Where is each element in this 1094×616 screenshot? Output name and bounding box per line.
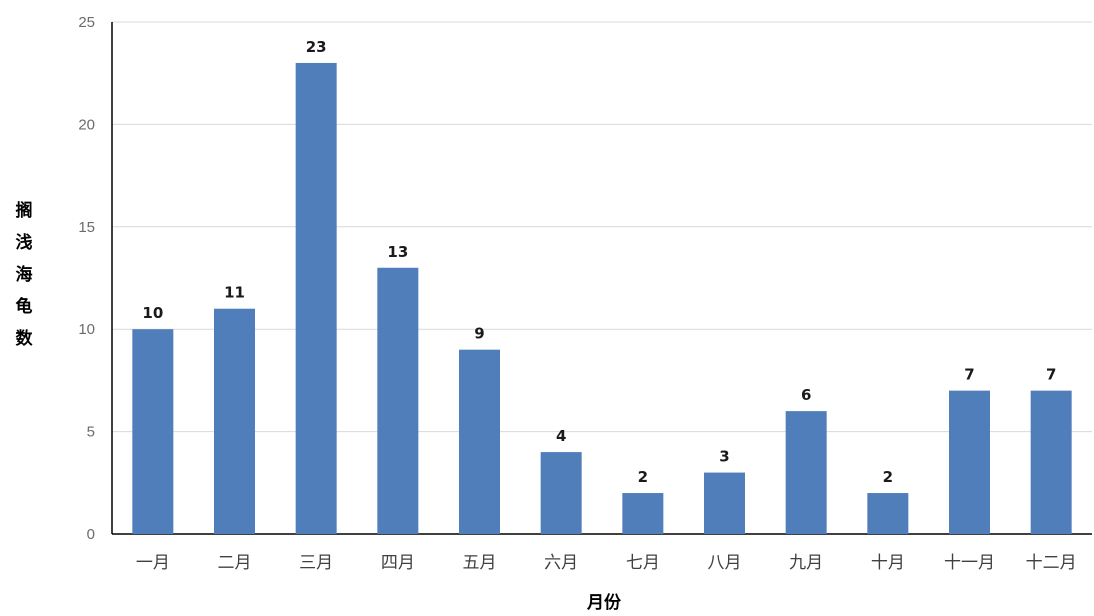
x-tick-label: 十一月 <box>944 553 995 573</box>
bar <box>540 452 582 534</box>
x-tick-label: 四月 <box>381 553 415 573</box>
bar <box>295 62 337 535</box>
bar <box>377 267 419 534</box>
x-tick-label: 十二月 <box>1026 553 1077 573</box>
bars <box>132 62 1072 535</box>
x-tick-label: 三月 <box>299 553 333 573</box>
data-label: 4 <box>556 427 566 445</box>
data-label: 7 <box>1046 366 1056 384</box>
bar <box>867 493 909 534</box>
data-label: 23 <box>306 38 327 56</box>
bar <box>459 349 500 534</box>
x-tick-label: 十月 <box>871 553 905 573</box>
y-tick-label: 0 <box>87 526 95 543</box>
gridlines <box>112 21 1092 535</box>
y-tick-label: 5 <box>87 424 95 441</box>
data-label: 2 <box>883 468 893 486</box>
data-label: 6 <box>801 386 811 404</box>
x-tick-label: 一月 <box>136 553 170 573</box>
x-tick-label: 七月 <box>626 553 660 573</box>
x-tick-label: 五月 <box>463 553 497 573</box>
x-tick-label: 六月 <box>544 553 578 573</box>
bar <box>704 472 745 534</box>
y-tick-label: 20 <box>78 116 95 133</box>
data-label: 10 <box>142 304 163 322</box>
data-label: 13 <box>387 243 408 261</box>
x-tick-label: 九月 <box>789 553 823 573</box>
x-axis-title: 月份 <box>586 592 622 613</box>
bar <box>132 329 174 534</box>
x-axis-ticks: 一月 二月 三月 四月 五月 六月 七月 八月 九月 十月 十一月 十二月 <box>136 553 1077 573</box>
y-axis-title: 搁浅海龟数 <box>16 200 34 349</box>
data-label: 7 <box>964 366 974 384</box>
data-label: 2 <box>638 468 648 486</box>
bar <box>949 390 990 534</box>
bar <box>214 308 255 534</box>
y-axis-ticks: 0 5 10 15 20 25 <box>78 14 95 543</box>
bar <box>1030 390 1072 534</box>
y-tick-label: 25 <box>78 14 95 31</box>
data-label: 9 <box>474 325 484 343</box>
x-tick-label: 八月 <box>708 553 742 573</box>
y-tick-label: 15 <box>78 219 95 236</box>
bar <box>785 411 827 534</box>
y-tick-label: 10 <box>78 321 95 338</box>
data-label: 3 <box>719 448 729 466</box>
x-tick-label: 二月 <box>218 553 252 573</box>
data-label: 11 <box>224 284 245 302</box>
bar <box>622 493 664 534</box>
